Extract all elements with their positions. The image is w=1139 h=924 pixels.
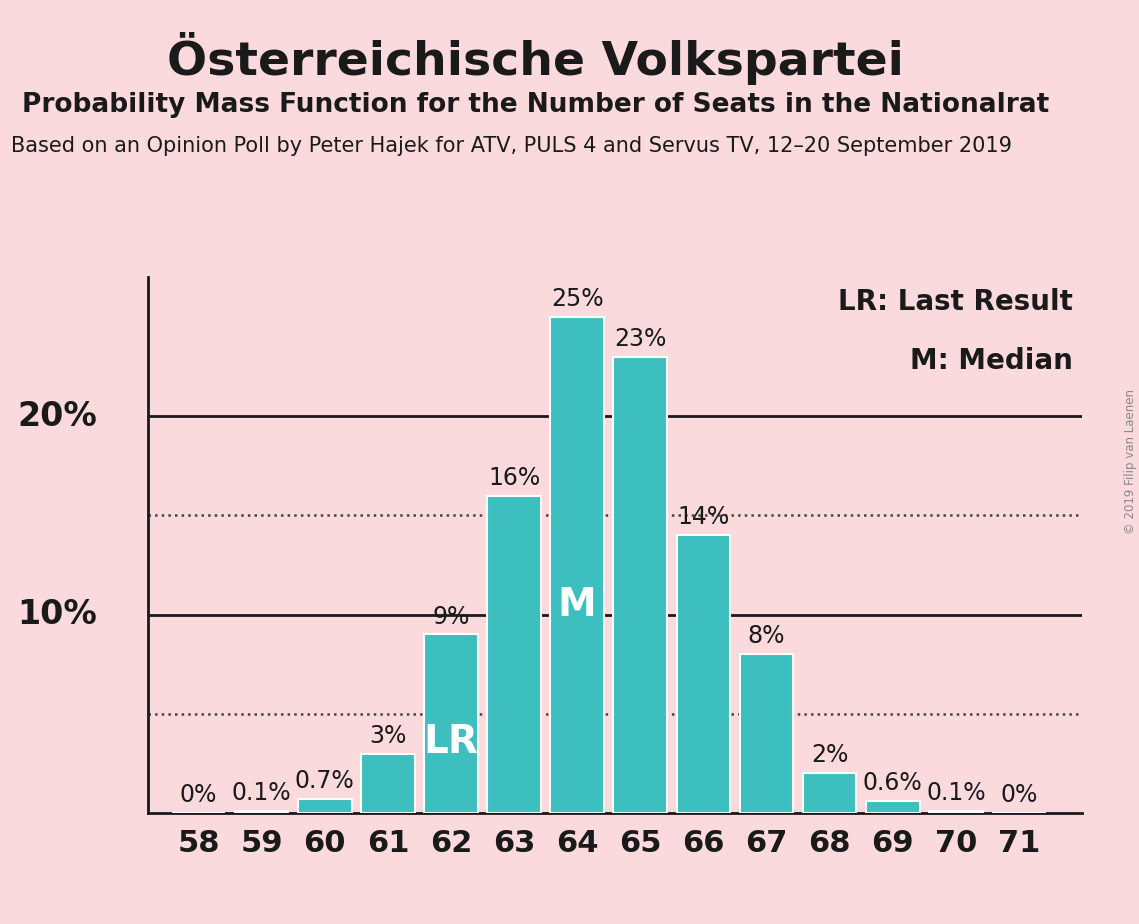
Bar (235, 811, 288, 813)
Text: 16%: 16% (487, 466, 540, 490)
Text: 0.6%: 0.6% (863, 772, 923, 796)
Text: 9%: 9% (433, 604, 469, 628)
Text: 10%: 10% (17, 598, 97, 631)
Text: 20%: 20% (17, 400, 97, 432)
Text: LR: LR (424, 723, 478, 760)
Bar (929, 811, 983, 813)
Text: 14%: 14% (678, 505, 730, 529)
Text: 0.7%: 0.7% (295, 770, 354, 794)
Bar (298, 799, 352, 813)
Bar (424, 635, 477, 813)
Bar (866, 801, 919, 813)
Bar (361, 754, 415, 813)
Text: 0%: 0% (1000, 784, 1038, 808)
Text: 2%: 2% (811, 744, 849, 768)
Text: 23%: 23% (614, 327, 666, 350)
Text: 0.1%: 0.1% (232, 781, 292, 805)
Text: 3%: 3% (369, 723, 407, 748)
Text: M: M (558, 586, 597, 624)
Text: Probability Mass Function for the Number of Seats in the Nationalrat: Probability Mass Function for the Number… (22, 92, 1049, 118)
Bar (677, 535, 730, 813)
Text: 25%: 25% (551, 287, 604, 311)
Text: 0%: 0% (180, 784, 218, 808)
Text: Based on an Opinion Poll by Peter Hajek for ATV, PULS 4 and Servus TV, 12–20 Sep: Based on an Opinion Poll by Peter Hajek … (11, 136, 1013, 156)
Bar (487, 495, 541, 813)
Bar (739, 654, 794, 813)
Text: M: Median: M: Median (910, 346, 1073, 375)
Text: 8%: 8% (748, 625, 785, 649)
Bar (614, 357, 667, 813)
Text: © 2019 Filip van Laenen: © 2019 Filip van Laenen (1124, 390, 1137, 534)
Text: LR: Last Result: LR: Last Result (838, 288, 1073, 316)
Bar (803, 773, 857, 813)
Bar (550, 317, 604, 813)
Text: Österreichische Volkspartei: Österreichische Volkspartei (167, 32, 903, 85)
Text: 0.1%: 0.1% (926, 781, 985, 805)
